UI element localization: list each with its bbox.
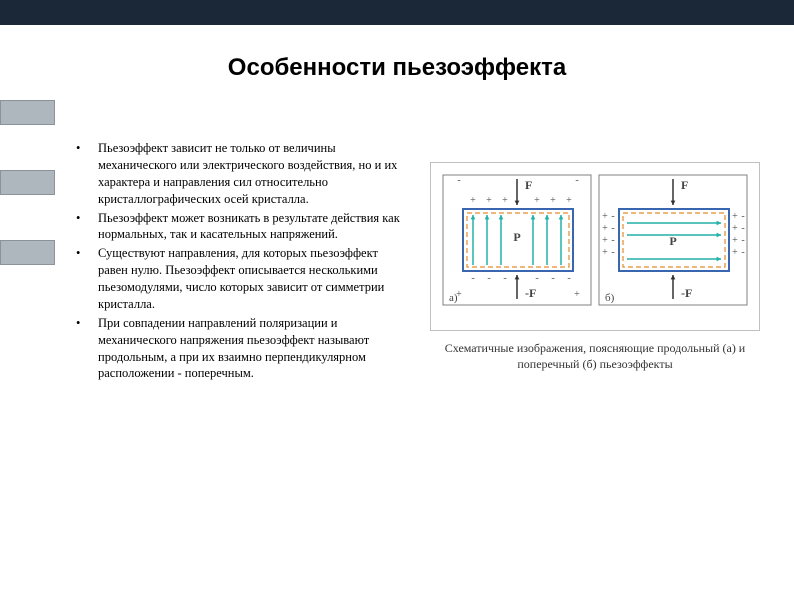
svg-text:-: -: [741, 211, 744, 222]
content-row: •Пьезоэффект зависит не только от величи…: [70, 140, 770, 384]
bullet-text: При совпадении направлений поляризации и…: [98, 315, 410, 383]
bullet-mark: •: [70, 245, 98, 313]
svg-text:+: +: [732, 211, 738, 222]
side-block-1: [0, 100, 55, 125]
svg-text:-: -: [611, 223, 614, 234]
bullet-mark: •: [70, 210, 98, 244]
bullet-list: •Пьезоэффект зависит не только от величи…: [70, 140, 410, 382]
svg-text:-: -: [611, 235, 614, 246]
svg-text:+: +: [456, 289, 462, 300]
svg-text:+: +: [732, 247, 738, 258]
svg-text:б): б): [605, 292, 615, 304]
sidebar: [0, 0, 55, 595]
svg-text:+: +: [566, 195, 572, 206]
svg-text:-: -: [487, 273, 490, 284]
svg-text:-: -: [741, 235, 744, 246]
svg-text:-: -: [741, 223, 744, 234]
bullet-item: •Пьезоэффект зависит не только от величи…: [70, 140, 410, 208]
svg-text:-: -: [567, 273, 570, 284]
svg-text:-: -: [471, 273, 474, 284]
svg-text:+: +: [486, 195, 492, 206]
svg-text:-: -: [611, 211, 614, 222]
bullet-mark: •: [70, 140, 98, 208]
svg-text:P: P: [513, 230, 520, 244]
side-block-2: [0, 170, 55, 195]
svg-text:+: +: [470, 195, 476, 206]
svg-text:+: +: [574, 289, 580, 300]
top-bar: [0, 0, 794, 25]
svg-text:+: +: [602, 211, 608, 222]
svg-text:-F: -F: [681, 286, 692, 300]
bullet-item: • Пьезоэффект может возникать в результа…: [70, 210, 410, 244]
svg-text:+: +: [602, 247, 608, 258]
svg-text:-: -: [575, 175, 578, 186]
svg-text:+: +: [732, 223, 738, 234]
svg-text:-: -: [535, 273, 538, 284]
slide-title: Особенности пьезоэффекта: [0, 54, 794, 82]
text-column: •Пьезоэффект зависит не только от величи…: [70, 140, 410, 384]
svg-text:-: -: [503, 273, 506, 284]
bullet-item: •При совпадении направлений поляризации …: [70, 315, 410, 383]
svg-text:-: -: [551, 273, 554, 284]
bullet-mark: •: [70, 315, 98, 383]
svg-text:F: F: [525, 178, 532, 192]
svg-text:+: +: [550, 195, 556, 206]
svg-text:+: +: [602, 235, 608, 246]
svg-text:-F: -F: [525, 286, 536, 300]
side-block-3: [0, 240, 55, 265]
figure-column: F-Fа)++++++--------++PF-Fб)++++--------+…: [430, 140, 760, 384]
bullet-text: Пьезоэффект может возникать в результате…: [98, 210, 410, 244]
svg-text:-: -: [457, 175, 460, 186]
svg-text:P: P: [669, 234, 676, 248]
figure-caption: Схематичные изображения, поясняющие прод…: [430, 341, 760, 372]
svg-text:+: +: [732, 235, 738, 246]
bullet-text: Существуют направления, для которых пьез…: [98, 245, 410, 313]
piezo-diagram: F-Fа)++++++--------++PF-Fб)++++--------+…: [437, 169, 753, 319]
svg-text:+: +: [534, 195, 540, 206]
svg-text:+: +: [502, 195, 508, 206]
bullet-item: •Существуют направления, для которых пье…: [70, 245, 410, 313]
svg-text:F: F: [681, 178, 688, 192]
diagram-container: F-Fа)++++++--------++PF-Fб)++++--------+…: [430, 162, 760, 331]
svg-text:-: -: [611, 247, 614, 258]
svg-text:+: +: [602, 223, 608, 234]
bullet-text: Пьезоэффект зависит не только от величин…: [98, 140, 410, 208]
svg-text:-: -: [741, 247, 744, 258]
